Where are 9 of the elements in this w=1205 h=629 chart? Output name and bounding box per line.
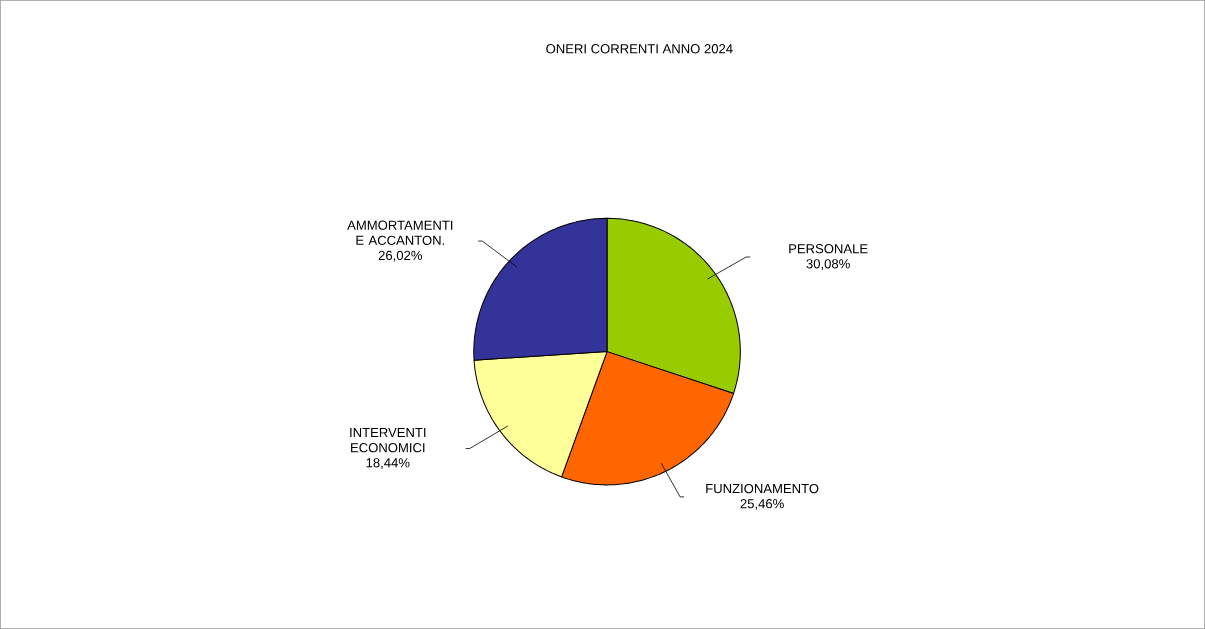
- data-label: 25,46%: [740, 499, 784, 510]
- data-label: 30,08%: [806, 259, 850, 270]
- slice-label: PERSONALE: [789, 244, 868, 254]
- data-label: 18,44%: [366, 458, 410, 469]
- chart-title: ONERI CORRENTI ANNO 2024: [546, 44, 733, 54]
- slice-label: AMMORTAMENTI E ACCANTON.: [347, 220, 453, 245]
- slice-label: INTERVENTI ECONOMICI: [350, 428, 426, 453]
- slice-label: FUNZIONAMENTO: [706, 483, 819, 494]
- data-label: 26,02%: [378, 250, 423, 262]
